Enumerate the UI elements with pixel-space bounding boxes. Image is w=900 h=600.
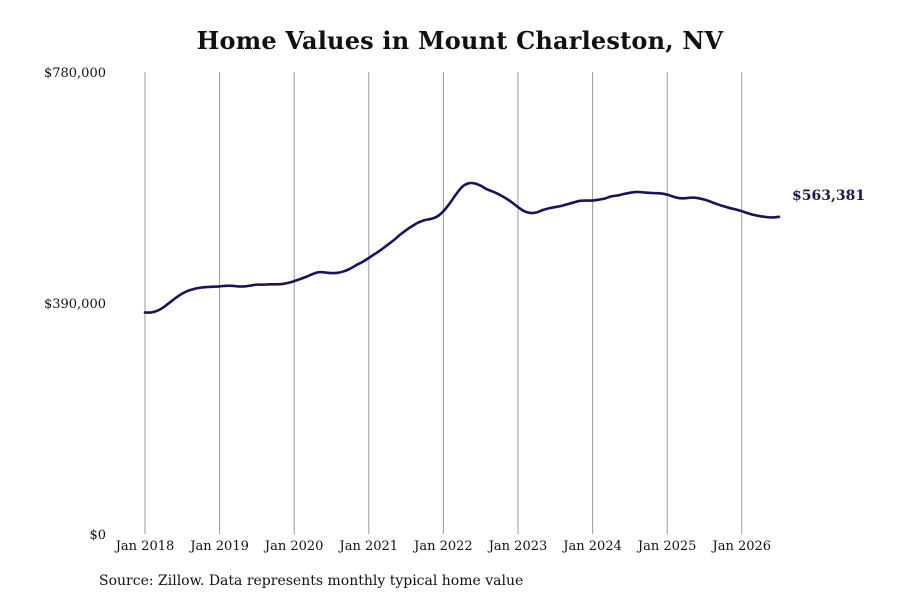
x-tick-label: Jan 2018	[114, 539, 175, 554]
y-tick-label: $390,000	[44, 297, 106, 312]
series-layer	[143, 181, 781, 314]
x-tick-label: Jan 2025	[636, 539, 697, 554]
y-tick-label: $0	[89, 528, 106, 543]
x-tick-label: Jan 2023	[487, 539, 548, 554]
last-value-label: $563,381	[792, 188, 865, 204]
chart-title: Home Values in Mount Charleston, NV	[196, 26, 724, 55]
x-tick-label: Jan 2024	[561, 539, 622, 554]
gridlines	[144, 72, 743, 534]
x-tick-label: Jan 2022	[412, 539, 473, 554]
x-tick-label: Jan 2020	[263, 539, 324, 554]
home-value-line	[143, 181, 781, 314]
x-tick-label: Jan 2026	[711, 539, 772, 554]
x-tick-label: Jan 2019	[188, 539, 249, 554]
y-axis-tick-labels: $0 $390,000 $780,000	[44, 66, 106, 543]
source-note: Source: Zillow. Data represents monthly …	[99, 573, 524, 589]
x-axis-tick-labels: Jan 2018 Jan 2019 Jan 2020 Jan 2021 Jan 2022…	[114, 539, 771, 554]
x-tick-label: Jan 2021	[338, 539, 399, 554]
y-tick-label: $780,000	[44, 66, 106, 81]
